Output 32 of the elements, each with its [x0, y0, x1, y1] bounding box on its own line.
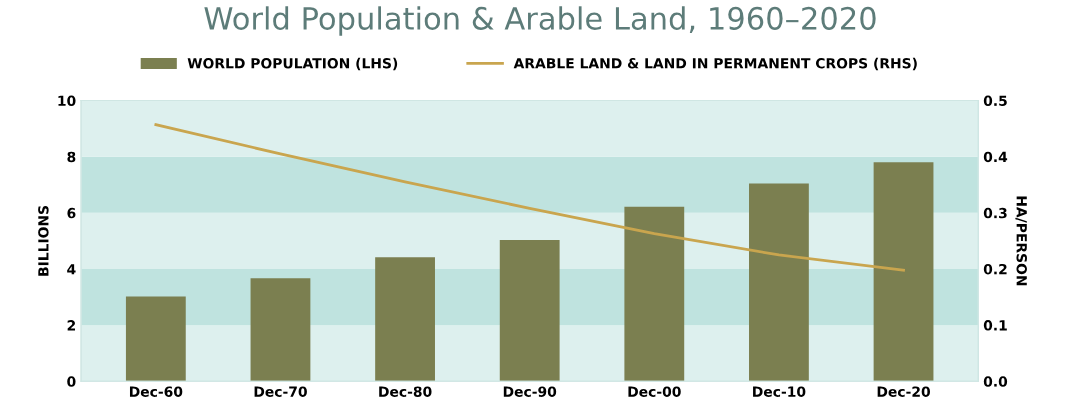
x-tick-label: Dec-80	[379, 386, 432, 397]
y-tick-label: 4	[67, 264, 76, 275]
y-tick-label: 0	[67, 376, 76, 387]
x-tick-label: Dec-90	[503, 386, 557, 397]
y-tick-label: 10	[58, 95, 76, 107]
y-tick-label: 2	[67, 320, 76, 331]
x-tick-label: Dec-70	[254, 386, 307, 397]
x-tick-label: Dec-10	[753, 386, 806, 397]
y-tick-label: 6	[67, 207, 76, 219]
bar	[125, 296, 186, 382]
y-axis-title: BILLIONS	[38, 205, 49, 276]
y2-tick-label: 0.4	[983, 151, 1008, 163]
y2-tick-label: 0.1	[983, 320, 1007, 331]
y2-tick-label: 0.3	[983, 207, 1007, 219]
x-tick-label: Dec-00	[628, 386, 681, 397]
bar	[250, 278, 311, 382]
x-tick-label: Dec-20	[877, 386, 931, 397]
bar	[499, 240, 560, 382]
bar	[375, 257, 435, 382]
y2-axis-title: HA/PERSON	[1015, 196, 1027, 286]
bar	[873, 162, 934, 382]
x-tick-label: Dec-60	[129, 386, 183, 397]
chart-title: World Population & Arable Land, 1960–2020	[204, 6, 876, 36]
y2-tick-label: 0.2	[983, 263, 1007, 275]
bar	[749, 183, 809, 382]
bar	[624, 206, 685, 382]
line-series	[154, 123, 905, 272]
legend-label: WORLD POPULATION (LHS)	[187, 57, 398, 71]
y-tick-label: 8	[67, 151, 76, 163]
legend-label: ARABLE LAND & LAND IN PERMANENT CROPS (RHS)	[513, 57, 917, 71]
y2-tick-label: 0.0	[983, 376, 1008, 387]
y2-tick-label: 0.5	[983, 95, 1007, 107]
